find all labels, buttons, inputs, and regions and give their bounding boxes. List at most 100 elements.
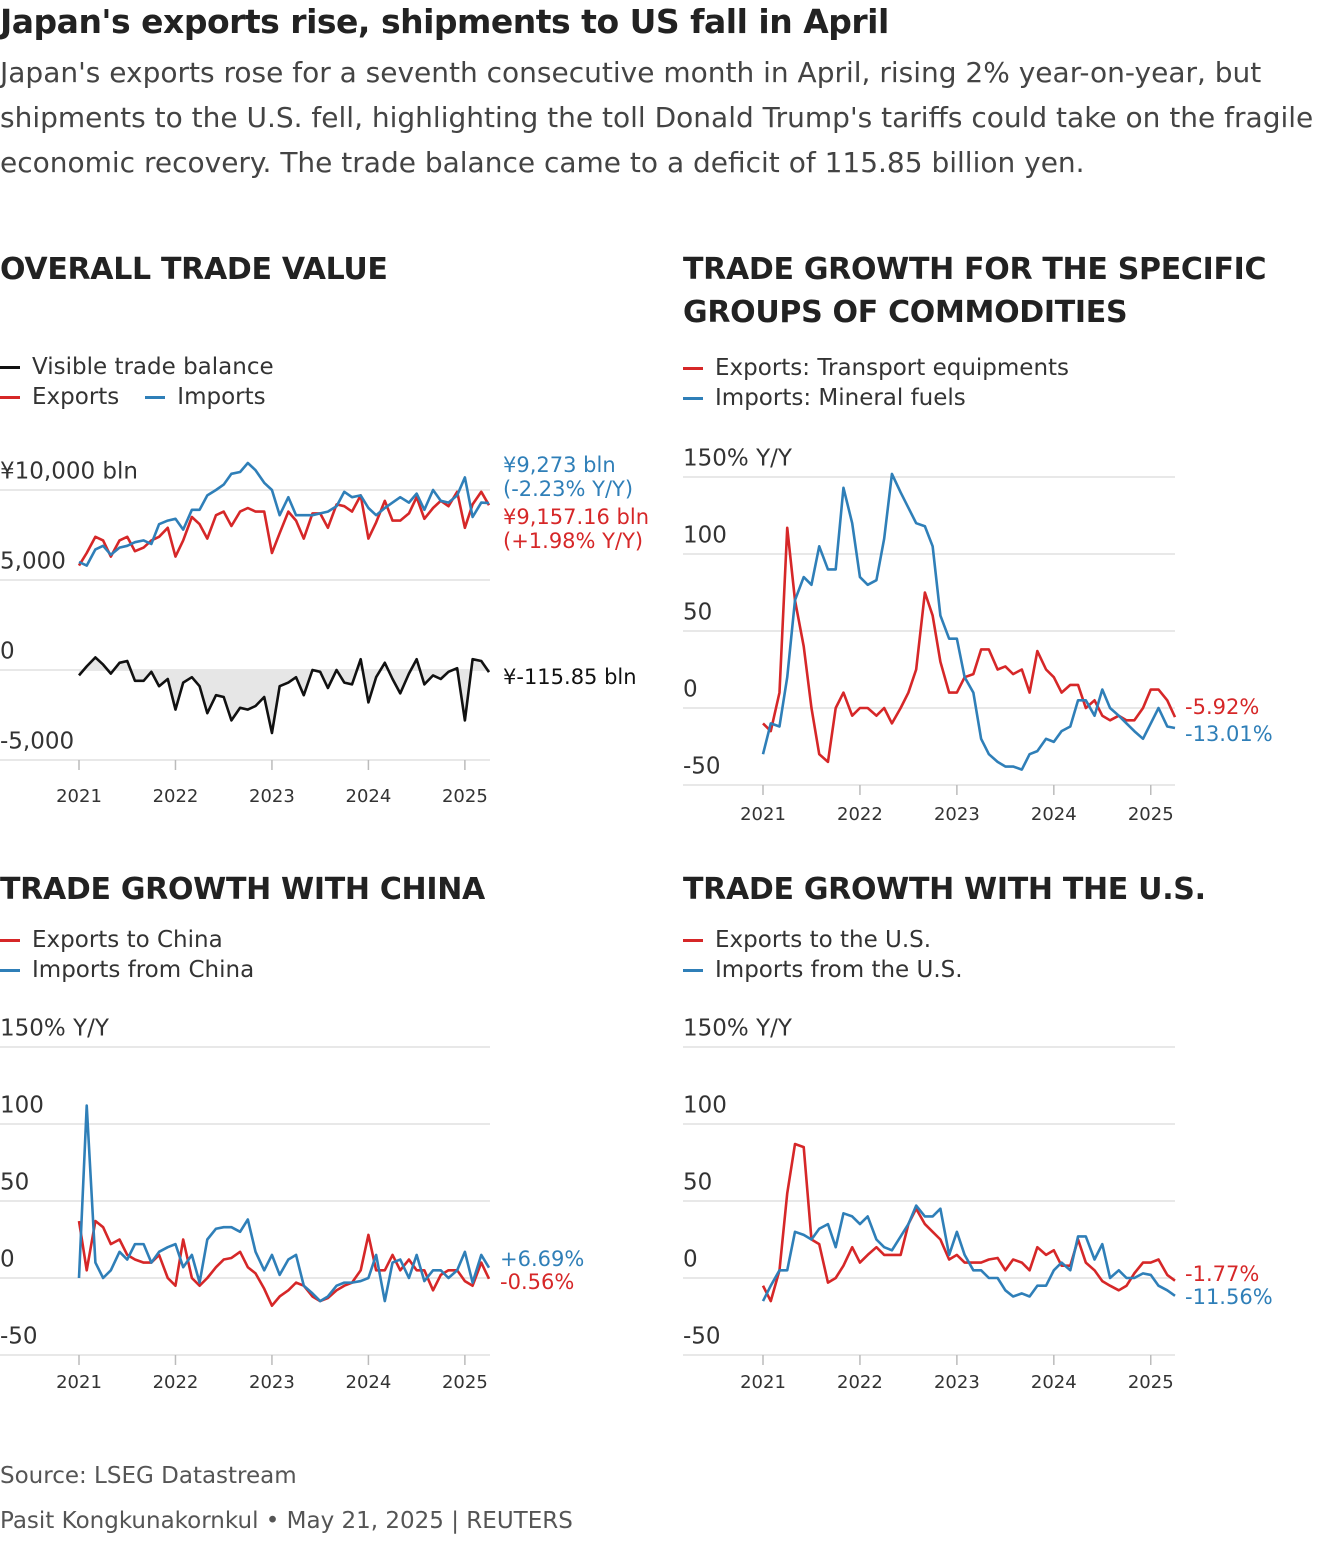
legend-label: Exports — [32, 384, 120, 410]
legend-label: Exports to the U.S. — [715, 927, 932, 953]
chart-title: TRADE GROWTH FOR THE SPECIFIC GROUPS OF … — [683, 252, 1267, 330]
legend: Exports: Transport equipments Imports: Mi… — [683, 353, 1183, 413]
legend-swatch — [0, 969, 20, 972]
y-tick-label: 50 — [0, 1170, 29, 1196]
y-tick-label: -50 — [683, 1324, 721, 1350]
end-label: ¥9,273 bln — [503, 453, 616, 477]
x-tick-label: 2022 — [153, 1372, 199, 1393]
line — [78, 656, 491, 735]
y-tick-label: 5,000 — [0, 549, 66, 575]
end-label: (+1.98% Y/Y) — [503, 529, 643, 553]
line — [761, 1204, 1176, 1302]
chart-title: OVERALL TRADE VALUE — [0, 252, 388, 287]
y-tick-label: -5,000 — [0, 729, 74, 755]
legend-item: Imports from China — [0, 955, 474, 985]
legend-label: Imports: Mineral fuels — [715, 385, 966, 411]
y-tick-label: 50 — [683, 1170, 712, 1196]
chart-title: TRADE GROWTH WITH THE U.S. — [683, 872, 1206, 907]
legend-label: Imports from the U.S. — [715, 957, 963, 983]
legend-item: Exports to the U.S. — [683, 925, 1157, 955]
y-tick-label: 100 — [683, 1093, 727, 1119]
legend: Visible trade balance Exports Imports — [0, 352, 300, 412]
legend-swatch — [0, 366, 20, 369]
line — [762, 526, 1177, 764]
legend-item: Visible trade balance — [0, 352, 274, 382]
x-tick-label: 2024 — [346, 1372, 392, 1393]
x-tick-label: 2022 — [837, 1372, 883, 1393]
x-tick-label: 2025 — [442, 1372, 488, 1393]
x-tick-label: 2024 — [1031, 804, 1077, 825]
x-tick-label: 2024 — [346, 786, 392, 807]
y-tick-label: ¥10,000 bln — [0, 459, 138, 485]
legend-label: Imports from China — [32, 957, 255, 983]
legend-item: Exports — [0, 382, 119, 412]
end-label: -1.77% — [1185, 1262, 1259, 1286]
y-tick-label: 150% Y/Y — [0, 1016, 110, 1042]
line — [77, 1104, 491, 1303]
legend-label: Visible trade balance — [32, 354, 274, 380]
x-tick-label: 2024 — [1031, 1372, 1077, 1393]
end-label: ¥-115.85 bln — [503, 665, 637, 689]
end-label: -11.56% — [1185, 1285, 1273, 1309]
source: Source: LSEG Datastream — [0, 1463, 297, 1489]
y-tick-label: 150% Y/Y — [683, 446, 793, 472]
end-label: +6.69% — [500, 1247, 584, 1271]
x-tick-label: 2022 — [153, 786, 199, 807]
y-tick-label: 100 — [683, 523, 727, 549]
legend: Exports to China Imports from China — [0, 925, 500, 985]
credit: Pasit Kongkunakornkul • May 21, 2025 | R… — [0, 1508, 573, 1534]
y-tick-label: -50 — [683, 754, 721, 780]
area — [79, 657, 489, 733]
legend: Exports to the U.S. Imports from the U.S. — [683, 925, 1183, 985]
end-label: -5.92% — [1185, 695, 1259, 719]
subtitle: Japan's exports rose for a seventh conse… — [0, 56, 1314, 179]
legend-swatch — [683, 939, 703, 942]
x-tick-label: 2023 — [249, 1372, 295, 1393]
y-tick-label: 0 — [0, 639, 15, 665]
x-tick-label: 2022 — [837, 804, 883, 825]
legend-item: Imports: Mineral fuels — [683, 383, 1157, 413]
y-tick-label: 100 — [0, 1093, 44, 1119]
legend-swatch — [683, 969, 703, 972]
x-tick-label: 2025 — [442, 786, 488, 807]
x-tick-label: 2025 — [1128, 804, 1174, 825]
title: Japan's exports rise, shipments to US fa… — [0, 2, 889, 41]
x-tick-label: 2021 — [740, 804, 786, 825]
line — [78, 461, 490, 567]
legend-swatch — [683, 397, 703, 400]
x-tick-label: 2025 — [1128, 1372, 1174, 1393]
y-tick-label: 0 — [683, 1247, 698, 1273]
x-tick-label: 2021 — [740, 1372, 786, 1393]
legend-item: Imports — [145, 382, 266, 412]
x-tick-label: 2023 — [934, 804, 980, 825]
legend-item: Imports from the U.S. — [683, 955, 1157, 985]
end-label: ¥9,157.16 bln — [503, 505, 649, 529]
legend-item: Exports: Transport equipments — [683, 353, 1157, 383]
y-tick-label: 150% Y/Y — [683, 1016, 793, 1042]
end-label: -0.56% — [500, 1270, 574, 1294]
x-tick-label: 2021 — [56, 786, 102, 807]
end-label: -13.01% — [1185, 722, 1273, 746]
x-tick-label: 2023 — [249, 786, 295, 807]
end-label: (-2.23% Y/Y) — [503, 477, 633, 501]
y-tick-label: 50 — [683, 600, 712, 626]
legend-label: Imports — [177, 384, 266, 410]
legend-label: Exports to China — [32, 927, 223, 953]
x-tick-label: 2023 — [934, 1372, 980, 1393]
line — [77, 1219, 491, 1308]
legend-swatch — [683, 367, 703, 370]
legend-item: Exports to China — [0, 925, 474, 955]
line — [761, 472, 1176, 771]
legend-label: Exports: Transport equipments — [715, 355, 1070, 381]
line — [77, 490, 491, 567]
legend-swatch — [0, 939, 20, 942]
legend-swatch — [0, 396, 20, 399]
chart-title: TRADE GROWTH WITH CHINA — [0, 872, 485, 907]
y-tick-label: -50 — [0, 1324, 38, 1350]
y-tick-label: 0 — [0, 1247, 15, 1273]
legend-swatch — [145, 396, 166, 399]
x-tick-label: 2021 — [56, 1372, 102, 1393]
y-tick-label: 0 — [683, 677, 698, 703]
